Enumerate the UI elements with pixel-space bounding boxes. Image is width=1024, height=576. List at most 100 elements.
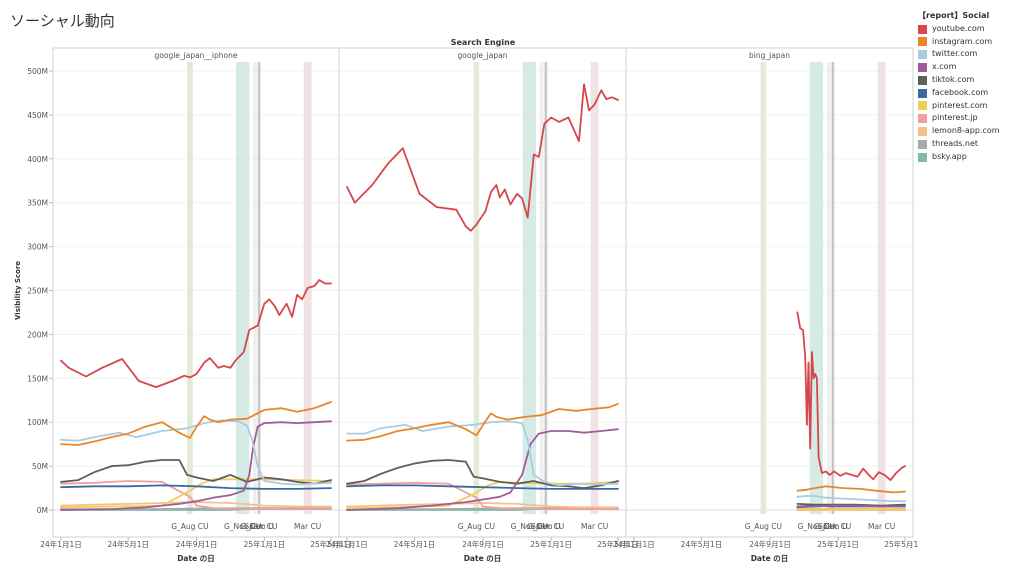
series-line <box>796 495 906 503</box>
legend-swatch <box>918 63 927 73</box>
legend-swatch <box>918 127 927 137</box>
event-label: G_Aug CU <box>171 522 208 531</box>
line-chart: Search Engine Visibility Score 0M 50M 100M 15… <box>14 38 918 563</box>
series-line <box>346 481 619 511</box>
event-band <box>590 62 599 514</box>
legend-item[interactable]: x.com <box>918 61 1022 74</box>
event-band <box>539 62 544 514</box>
event-band <box>826 62 831 514</box>
event-label: Spam U <box>531 522 560 531</box>
legend-label: facebook.com <box>932 87 989 97</box>
x-tick-label: 24年5月1日 <box>681 539 723 549</box>
series-line <box>346 83 619 232</box>
y-tick-label: 150M <box>27 374 48 383</box>
legend-label: pinterest.com <box>932 100 988 110</box>
x-tick-label: 24年5月1日 <box>394 539 436 549</box>
x-tick-label: 25年5月1日 <box>884 539 918 549</box>
legend-label: bsky.app <box>932 151 967 161</box>
x-axis-label: Date の日 <box>464 554 502 563</box>
legend-label: lemon8-app.com <box>932 126 1000 136</box>
legend-swatch <box>918 152 927 162</box>
event-label: Mar CU <box>868 522 895 531</box>
page-title: ソーシャル動向 <box>10 12 115 30</box>
legend-swatch <box>918 101 927 111</box>
series-line <box>346 484 619 490</box>
legend-label: threads.net <box>932 138 979 148</box>
x-tick-label: 24年1月1日 <box>613 539 655 549</box>
facet-header: Search Engine <box>451 38 516 47</box>
event-label: Mar CU <box>294 522 321 531</box>
x-tick-label: 24年1月1日 <box>40 539 82 549</box>
legend-swatch <box>918 37 927 47</box>
legend-item[interactable]: threads.net <box>918 138 1022 151</box>
y-tick-label: 450M <box>27 111 48 120</box>
legend-label: tiktok.com <box>932 74 975 84</box>
legend-swatch <box>918 88 927 98</box>
event-label: G_Nov CU <box>798 522 835 531</box>
x-tick-label: 25年1月1日 <box>244 539 286 549</box>
legend-item[interactable]: facebook.com <box>918 87 1022 100</box>
legend-label: youtube.com <box>932 23 985 33</box>
panel-title: google_japan__iphone <box>155 51 238 60</box>
event-label: Mar CU <box>581 522 608 531</box>
event-label: G_Aug CU <box>458 522 495 531</box>
y-tick-label: 300M <box>27 243 48 252</box>
legend-label: pinterest.jp <box>932 113 978 123</box>
panel-title: google_japan <box>458 51 508 60</box>
x-tick-label: 24年1月1日 <box>326 539 368 549</box>
legend-item[interactable]: lemon8-app.com <box>918 125 1022 138</box>
series-line <box>60 279 332 389</box>
event-band <box>760 62 767 514</box>
legend-item[interactable]: twitter.com <box>918 48 1022 61</box>
event-band <box>877 62 886 514</box>
event-label: G_Dec CU <box>527 522 564 531</box>
event-band <box>187 62 193 514</box>
legend-item[interactable]: youtube.com <box>918 23 1022 36</box>
legend-title: 【report】Social <box>918 11 990 20</box>
series-line <box>346 402 619 442</box>
y-tick-label: 500M <box>27 67 48 76</box>
series-line <box>60 420 332 511</box>
x-tick-label: 25年5月1日 <box>597 539 639 549</box>
event-band <box>809 62 824 514</box>
series-line <box>60 459 332 485</box>
legend-item[interactable]: bsky.app <box>918 151 1022 164</box>
series-line <box>796 504 906 509</box>
legend-swatch <box>918 139 927 149</box>
series-line <box>796 311 906 482</box>
y-tick-label: 100M <box>27 418 48 427</box>
x-tick-label: 25年5月1日 <box>310 539 352 549</box>
series-line <box>60 484 332 490</box>
series-line <box>346 420 619 487</box>
x-tick-label: 24年9月1日 <box>462 539 504 549</box>
panel-title: bing_japan <box>749 51 790 60</box>
y-tick-label: 50M <box>32 462 48 471</box>
legend-label: twitter.com <box>932 49 978 59</box>
legend-item[interactable]: pinterest.com <box>918 100 1022 113</box>
y-tick-label: 200M <box>27 330 48 339</box>
series-line <box>346 459 619 490</box>
legend-swatch <box>918 75 927 85</box>
series-line <box>60 419 332 486</box>
x-tick-label: 24年9月1日 <box>749 539 791 549</box>
legend-label: instagram.com <box>932 36 993 46</box>
event-label: Spam U <box>818 522 847 531</box>
y-tick-label: 350M <box>27 199 48 208</box>
x-tick-label: 25年1月1日 <box>530 539 572 549</box>
legend-item[interactable]: instagram.com <box>918 36 1022 49</box>
x-tick-label: 24年9月1日 <box>176 539 218 549</box>
event-label: G_Dec CU <box>814 522 851 531</box>
y-axis-label: Visibility Score <box>14 261 22 320</box>
event-label: Spam U <box>244 522 273 531</box>
legend: 【report】Social youtube.com instagram.com t… <box>918 10 1022 164</box>
x-axis-label: Date の日 <box>177 554 215 563</box>
event-label: G_Nov CU <box>224 522 261 531</box>
legend-swatch <box>918 24 927 34</box>
y-tick-label: 400M <box>27 155 48 164</box>
legend-swatch <box>918 114 927 124</box>
series-line <box>346 428 619 511</box>
legend-item[interactable]: tiktok.com <box>918 74 1022 87</box>
legend-item[interactable]: pinterest.jp <box>918 112 1022 125</box>
y-tick-label: 250M <box>27 287 48 296</box>
event-band <box>253 62 257 514</box>
